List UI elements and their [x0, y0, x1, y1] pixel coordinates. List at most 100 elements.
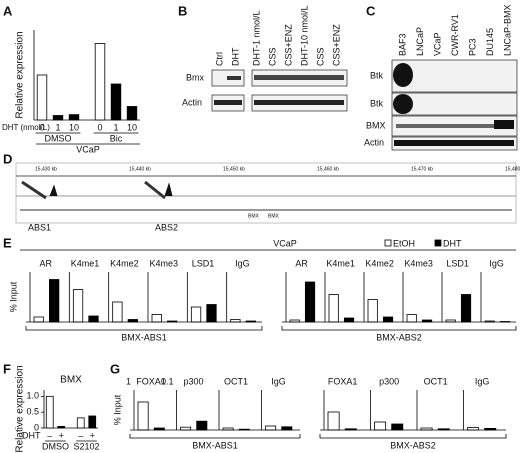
- gene-label: BMX: [248, 213, 260, 219]
- group-label: DMSO: [45, 133, 72, 143]
- bar: [374, 421, 387, 431]
- bar: [88, 415, 97, 429]
- bar: [367, 299, 378, 323]
- lane-label: VCaP: [432, 32, 442, 56]
- panel-letter: B: [178, 3, 187, 18]
- coordinate-label: 15,430 kb: [35, 166, 57, 172]
- x-tick-label: –: [47, 430, 52, 440]
- coordinate-label: 15,460 kb: [317, 166, 339, 172]
- group-label: S2102: [73, 441, 99, 451]
- subpanel-title: FOXA1: [328, 376, 358, 386]
- peak: [49, 182, 173, 197]
- blot-b: Bmx Actin: [182, 69, 348, 112]
- row-label: Btk: [370, 70, 384, 80]
- bar: [151, 314, 162, 323]
- lane-label: PC3: [467, 38, 477, 56]
- bar: [45, 395, 54, 429]
- subpanel-title: AR: [39, 258, 52, 268]
- lane-label: DHT-1 nmol/L: [251, 10, 261, 66]
- bracket: [319, 434, 507, 439]
- bar: [68, 114, 80, 121]
- subpanel-title: K4me2: [365, 258, 394, 268]
- subpanel-title: IgG: [235, 258, 250, 268]
- subpanel-title: FOXA1: [136, 376, 166, 386]
- bar: [49, 279, 60, 323]
- y-axis-label: Relative expression: [15, 365, 26, 452]
- subpanel-title: p300: [379, 376, 399, 386]
- site-label: ABS2: [155, 222, 178, 232]
- subpanel-title: p300: [183, 376, 203, 386]
- subpanel-title: K4me1: [71, 258, 100, 268]
- x-tick-label: 10: [69, 122, 79, 132]
- site-label: BMX-ABS2: [376, 332, 422, 342]
- bar: [327, 411, 340, 431]
- site-label: BMX-ABS1: [192, 440, 238, 450]
- band: [254, 75, 344, 80]
- x-tick-label: 0: [39, 122, 44, 132]
- legend-label: DHT: [443, 238, 462, 248]
- lane-label: BAF3: [397, 33, 407, 56]
- site-label: BMX-ABS1: [121, 332, 167, 342]
- subpanel-title: IgG: [489, 258, 504, 268]
- x-tick-label: +: [90, 430, 95, 440]
- y-tick-label: 1.0: [26, 391, 39, 401]
- bar: [126, 106, 138, 121]
- subpanel-title: OCT1: [224, 376, 248, 386]
- coordinate-label: 15,480 kb: [505, 166, 520, 172]
- row-label: Btk: [370, 98, 384, 108]
- genome-track: BMX BMX ABS1 ABS2: [15, 162, 517, 232]
- panel-letter: C: [366, 3, 376, 18]
- band: [394, 140, 514, 146]
- panel-letter: F: [3, 361, 11, 376]
- y-tick-label: 0.5: [26, 407, 39, 417]
- panel-letter: G: [110, 361, 120, 376]
- scale-label: 1: [126, 376, 131, 386]
- bar: [190, 306, 202, 323]
- panel-letter: D: [3, 151, 12, 166]
- axis: [33, 30, 140, 121]
- y-tick-label: 0: [34, 422, 39, 432]
- bar: [110, 83, 122, 121]
- lane-label: DU145: [485, 28, 495, 56]
- bracket: [25, 326, 263, 331]
- coordinate-label: 15,450 kb: [223, 166, 245, 172]
- lane-label: LNCaP: [415, 27, 425, 56]
- legend-swatch: [434, 239, 442, 247]
- bar: [281, 426, 293, 431]
- site-label: ABS1: [28, 222, 51, 232]
- y-axis-label: Relative expression: [15, 31, 26, 118]
- subpanel-title: LSD1: [446, 258, 469, 268]
- subpanel-title: K4me2: [110, 258, 139, 268]
- legend-swatch: [384, 239, 392, 247]
- panel-letter: A: [3, 3, 13, 18]
- site-label: BMX-ABS2: [390, 440, 436, 450]
- band: [227, 76, 241, 80]
- x-tick-label: 1: [113, 122, 118, 132]
- row-label: Actin: [182, 97, 202, 107]
- band: [494, 120, 514, 129]
- bar: [76, 417, 85, 429]
- bar: [52, 115, 64, 121]
- subpanel-title: IgG: [271, 376, 286, 386]
- scale-label: 0.1: [161, 376, 174, 386]
- subpanel-title: AR: [295, 258, 308, 268]
- coordinate-label: 15,470 kb: [411, 166, 433, 172]
- band: [396, 124, 514, 128]
- group-label: Bic: [110, 133, 123, 143]
- bar: [72, 289, 84, 323]
- band: [254, 100, 344, 105]
- x-tick-label: 10: [127, 122, 137, 132]
- bar: [112, 301, 123, 323]
- bar: [265, 425, 277, 431]
- row-label: BMX: [366, 120, 386, 130]
- bar: [196, 420, 208, 431]
- subpanel-title: K4me1: [326, 258, 355, 268]
- subpanel-title: LSD1: [192, 258, 215, 268]
- lane-label: CSS+ENZ: [331, 24, 341, 66]
- lane-label: CWR-RV1: [450, 14, 460, 56]
- bracket: [281, 326, 517, 331]
- subpanel-title: K4me3: [149, 258, 178, 268]
- bar: [328, 294, 339, 323]
- lane-label: CSS: [267, 47, 277, 66]
